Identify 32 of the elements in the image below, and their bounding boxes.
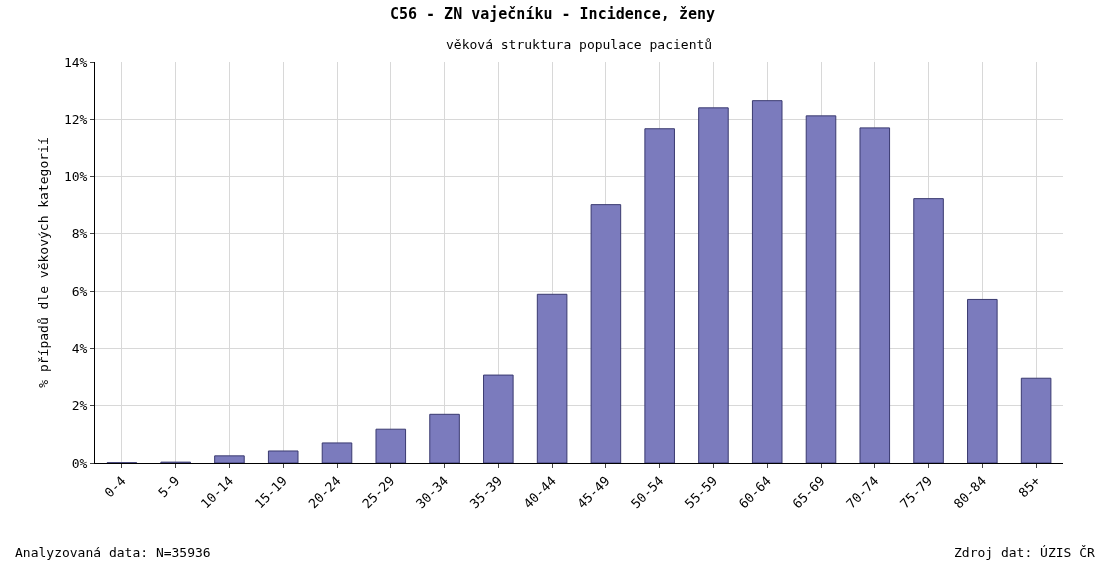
x-tick-label: 5-9 [155,473,183,501]
y-tick-label: 10% [63,169,88,185]
bar [375,428,407,463]
bar [267,450,299,463]
y-tick-label: 12% [63,111,88,127]
bar [805,115,837,463]
text: Analyzovaná data: N=35936 [15,545,211,560]
x-tick-label: 85+ [1015,473,1043,501]
y-tick-label: 6% [71,283,88,299]
bar [913,198,944,463]
bar [429,413,460,463]
bar [644,128,675,463]
bar [967,298,998,463]
bar [590,204,622,463]
y-tick-label: 14% [63,54,88,70]
bar [483,374,514,463]
bar [751,100,783,463]
bar [859,127,891,463]
x-tick-label: 0-4 [101,473,129,501]
y-tick-label: 2% [71,398,88,414]
bar [214,455,245,463]
bar [698,107,729,463]
y-tick-label: 0% [71,455,88,471]
bar [1020,377,1052,463]
y-tick-label: 8% [71,226,88,242]
bar [536,293,568,463]
chart-title: C56 - ZN vaječníku - Incidence, ženy [389,5,716,24]
chart-subtitle: věková struktura populace pacientů [446,37,713,52]
bar [321,442,353,463]
text: Zdroj dat: ÚZIS ČR [954,545,1096,560]
y-axis-title: % případů dle věkových kategorií [35,137,51,388]
y-tick-label: 4% [71,340,88,356]
